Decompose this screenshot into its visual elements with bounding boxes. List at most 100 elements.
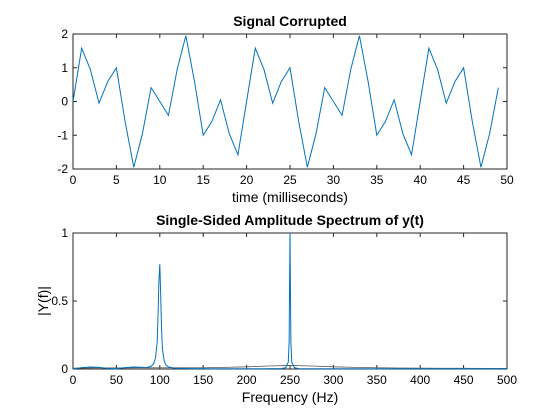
data-point bbox=[385, 121, 386, 122]
data-point bbox=[159, 264, 160, 265]
data-point bbox=[194, 81, 195, 82]
data-point bbox=[172, 367, 173, 368]
data-point bbox=[116, 67, 117, 68]
data-point bbox=[376, 135, 377, 136]
data-point bbox=[146, 367, 147, 368]
data-point bbox=[81, 48, 82, 49]
data-point bbox=[237, 368, 238, 369]
data-point bbox=[185, 35, 186, 36]
data-point bbox=[489, 368, 490, 369]
x-tick-label: 350 bbox=[367, 373, 387, 387]
data-point bbox=[194, 368, 195, 369]
data-point bbox=[151, 366, 152, 367]
spectrum-series-line bbox=[72, 232, 508, 370]
data-point bbox=[290, 233, 291, 234]
data-point bbox=[428, 368, 429, 369]
axes-1: 0 5 10 15 20 25 30 35 40 45 50 -2 -1 0 1 2 Signal Corrup… bbox=[57, 13, 514, 205]
data-point bbox=[168, 366, 169, 367]
data-point bbox=[237, 154, 238, 155]
data-point bbox=[437, 368, 438, 369]
data-point bbox=[142, 133, 143, 134]
data-point bbox=[133, 366, 134, 367]
chart-title: Signal Corrupted bbox=[233, 13, 347, 29]
data-point bbox=[411, 154, 412, 155]
data-point bbox=[168, 115, 169, 116]
data-point bbox=[185, 368, 186, 369]
y-tick-label: 1 bbox=[61, 226, 68, 240]
data-point bbox=[263, 368, 264, 369]
x-axis-label: time (milliseconds) bbox=[232, 189, 348, 205]
data-point bbox=[272, 368, 273, 369]
x-tick-label: 10 bbox=[153, 173, 167, 187]
data-point bbox=[359, 368, 360, 369]
y-tick-label: -2 bbox=[57, 162, 68, 176]
data-point bbox=[246, 368, 247, 369]
data-point bbox=[402, 133, 403, 134]
data-point bbox=[454, 81, 455, 82]
data-point bbox=[133, 167, 134, 168]
x-tick-label: 35 bbox=[370, 173, 384, 187]
data-point bbox=[376, 368, 377, 369]
x-tick-label: 300 bbox=[323, 373, 343, 387]
data-point bbox=[402, 368, 403, 369]
data-point bbox=[498, 87, 499, 88]
x-tick-label: 200 bbox=[237, 373, 257, 387]
chart-title: Single-Sided Amplitude Spectrum of y(t) bbox=[156, 212, 424, 228]
x-tick-label: 50 bbox=[500, 173, 514, 187]
data-point bbox=[281, 81, 282, 82]
data-point bbox=[342, 368, 343, 369]
data-point bbox=[333, 101, 334, 102]
data-point bbox=[203, 368, 204, 369]
data-point bbox=[159, 101, 160, 102]
data-point bbox=[161, 328, 162, 329]
data-point bbox=[107, 81, 108, 82]
x-tick-label: 40 bbox=[414, 173, 428, 187]
data-point bbox=[411, 368, 412, 369]
data-point bbox=[142, 367, 143, 368]
data-point bbox=[99, 367, 100, 368]
data-point bbox=[489, 133, 490, 134]
data-point bbox=[153, 363, 154, 364]
data-point bbox=[255, 48, 256, 49]
x-tick-label: 0 bbox=[70, 173, 77, 187]
data-point bbox=[99, 103, 100, 104]
x-tick-label: 400 bbox=[410, 373, 430, 387]
data-point bbox=[73, 101, 74, 102]
data-point bbox=[463, 67, 464, 68]
data-point bbox=[158, 280, 159, 281]
data-point bbox=[288, 362, 289, 363]
data-point bbox=[90, 69, 91, 70]
data-point bbox=[385, 368, 386, 369]
data-point bbox=[81, 367, 82, 368]
data-point bbox=[291, 362, 292, 363]
data-point bbox=[281, 368, 282, 369]
x-tick-label: 50 bbox=[110, 373, 124, 387]
data-point bbox=[211, 121, 212, 122]
data-point bbox=[160, 294, 161, 295]
data-point bbox=[394, 368, 395, 369]
data-point bbox=[472, 368, 473, 369]
y-axis-label: |Y(f)| bbox=[35, 286, 51, 316]
data-point bbox=[220, 99, 221, 100]
data-point bbox=[246, 101, 247, 102]
data-point bbox=[307, 167, 308, 168]
y-tick-label: 0 bbox=[61, 95, 68, 109]
data-point bbox=[177, 368, 178, 369]
data-point bbox=[290, 341, 291, 342]
data-point bbox=[211, 368, 212, 369]
data-point bbox=[420, 101, 421, 102]
data-point bbox=[446, 103, 447, 104]
data-point bbox=[359, 35, 360, 36]
data-point bbox=[368, 81, 369, 82]
data-point bbox=[394, 99, 395, 100]
data-point bbox=[263, 69, 264, 70]
y-tick-label: -1 bbox=[57, 128, 68, 142]
data-point bbox=[107, 368, 108, 369]
signal-series-line bbox=[72, 35, 499, 168]
data-point bbox=[472, 121, 473, 122]
data-point bbox=[498, 368, 499, 369]
data-point bbox=[428, 48, 429, 49]
data-point bbox=[420, 368, 421, 369]
data-point bbox=[480, 368, 481, 369]
